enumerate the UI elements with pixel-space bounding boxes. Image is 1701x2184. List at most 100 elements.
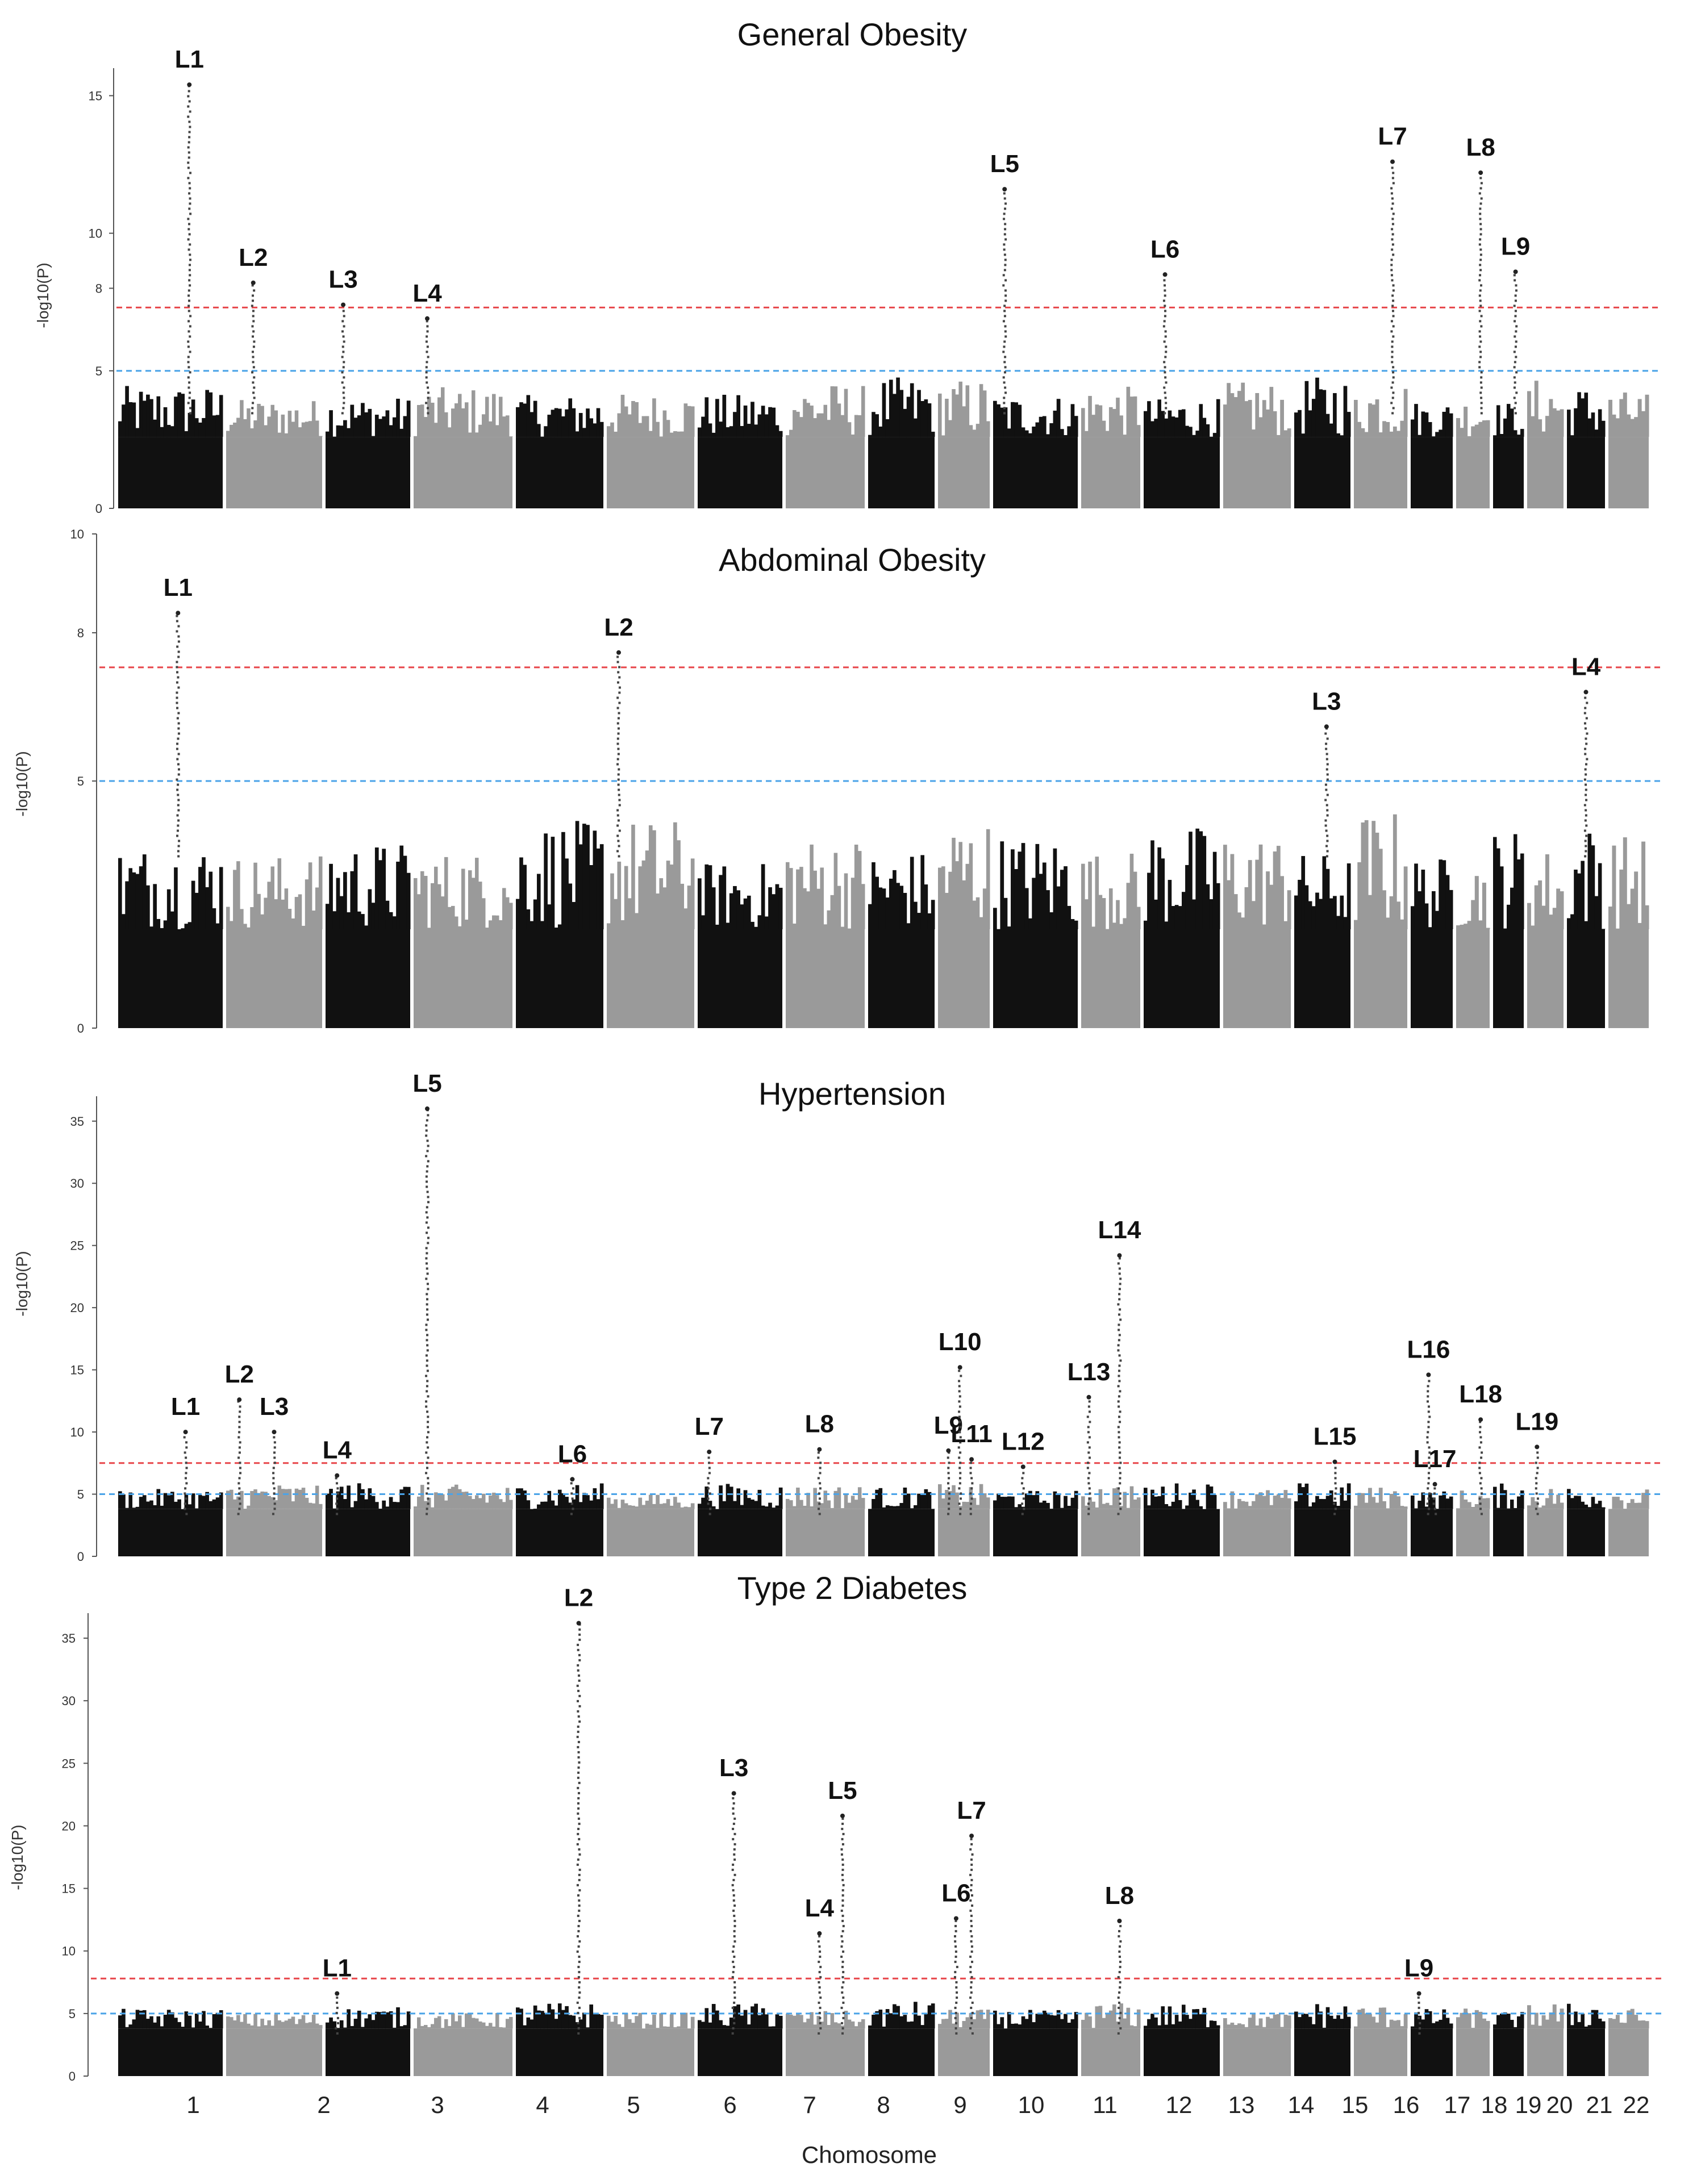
- snp-column: [1081, 408, 1085, 437]
- snp-column: [1315, 1496, 1319, 1509]
- snp-point: [1334, 1492, 1337, 1495]
- snp-point: [1325, 845, 1328, 847]
- snp-column: [219, 1492, 223, 1509]
- snp-point: [1391, 304, 1394, 307]
- snp-column: [1230, 2022, 1235, 2029]
- snp-column: [1400, 420, 1404, 437]
- snp-column: [1178, 1500, 1182, 1509]
- snp-column: [1354, 1505, 1358, 1509]
- snp-column: [1011, 1496, 1015, 1509]
- snp-column: [1627, 414, 1631, 437]
- snp-point: [427, 1446, 430, 1449]
- snp-column: [761, 864, 765, 929]
- snp-column: [1064, 1496, 1068, 1509]
- snp-point: [426, 1339, 428, 1342]
- snp-column: [662, 410, 667, 437]
- snp-point: [1433, 1492, 1436, 1495]
- snp-column: [347, 2009, 351, 2029]
- snp-point: [1004, 258, 1007, 261]
- snp-point: [1514, 381, 1516, 384]
- snp-column: [1510, 1500, 1514, 1509]
- snp-point: [239, 1405, 241, 1408]
- snp-column: [1608, 2018, 1612, 2029]
- snp-point: [707, 1487, 710, 1490]
- snp-column: [448, 2026, 452, 2029]
- snp-column: [729, 1486, 733, 1509]
- snp-column: [1095, 404, 1099, 437]
- snp-column: [1237, 2023, 1241, 2029]
- snp-column: [403, 2025, 407, 2029]
- chromosome-band: [698, 1509, 782, 1556]
- snp-column: [659, 878, 664, 929]
- snp-point: [1004, 264, 1007, 266]
- snp-point: [425, 1277, 428, 1280]
- snp-column: [1432, 436, 1436, 437]
- snp-column: [823, 1490, 828, 1509]
- snp-column: [872, 1498, 875, 1509]
- snp-column: [308, 862, 312, 929]
- snp-column: [878, 2009, 883, 2029]
- snp-column: [690, 406, 695, 437]
- snp-point: [1432, 1502, 1435, 1505]
- snp-column: [1161, 2006, 1165, 2029]
- snp-point: [1584, 753, 1587, 755]
- snp-column: [1049, 2015, 1054, 2029]
- snp-point: [1118, 1380, 1121, 1383]
- snp-column: [927, 913, 932, 929]
- snp-point: [617, 778, 620, 781]
- snp-column: [1333, 1501, 1337, 1509]
- snp-column: [572, 2015, 576, 2029]
- snp-point: [187, 161, 190, 164]
- snp-point: [953, 1976, 956, 1978]
- snp-column: [519, 402, 523, 437]
- snp-point: [841, 1940, 844, 1943]
- snp-column: [1276, 1494, 1281, 1509]
- snp-point: [176, 778, 178, 781]
- snp-column: [1361, 822, 1365, 929]
- snp-point: [177, 824, 180, 827]
- snp-point: [1118, 1970, 1121, 1973]
- snp-column: [1046, 434, 1050, 437]
- snp-column: [478, 424, 482, 437]
- snp-column: [796, 411, 800, 437]
- snp-column: [803, 1505, 807, 1509]
- snp-point: [425, 1155, 428, 1158]
- snp-column: [997, 2024, 1000, 2029]
- snp-column: [132, 1507, 136, 1509]
- snp-point: [1324, 824, 1327, 827]
- panel-title: General Obesity: [737, 16, 968, 52]
- snp-column: [1538, 880, 1542, 929]
- snp-column: [1439, 429, 1442, 437]
- snp-column: [424, 417, 428, 437]
- snp-column: [1032, 2022, 1036, 2029]
- snp-column: [1108, 407, 1113, 437]
- snp-point: [577, 2027, 580, 2030]
- snp-column: [1493, 435, 1497, 437]
- snp-column: [1439, 1495, 1442, 1509]
- snp-column: [1567, 410, 1571, 437]
- snp-point: [251, 284, 254, 287]
- snp-column: [1018, 404, 1022, 437]
- snp-point: [239, 1502, 241, 1505]
- snp-point: [426, 1139, 429, 1142]
- snp-point: [969, 1513, 972, 1515]
- snp-column: [461, 1492, 465, 1509]
- snp-column: [434, 423, 438, 437]
- snp-column: [212, 908, 216, 929]
- snp-column: [1623, 2023, 1627, 2029]
- snp-point: [176, 691, 178, 694]
- snp-column: [1424, 412, 1429, 437]
- locus-label: L3: [328, 266, 357, 294]
- snp-point: [733, 2022, 736, 2024]
- snp-column: [1368, 1488, 1372, 1509]
- snp-column: [666, 2026, 670, 2029]
- snp-column: [1627, 2010, 1631, 2029]
- lead-snp-point: [1086, 1394, 1091, 1400]
- snp-point: [618, 855, 620, 858]
- snp-point: [252, 310, 255, 312]
- snp-point: [425, 1129, 428, 1132]
- chromosome-band: [868, 2028, 935, 2076]
- snp-column: [945, 398, 949, 437]
- snp-point: [176, 814, 179, 817]
- snp-point: [1333, 1497, 1336, 1500]
